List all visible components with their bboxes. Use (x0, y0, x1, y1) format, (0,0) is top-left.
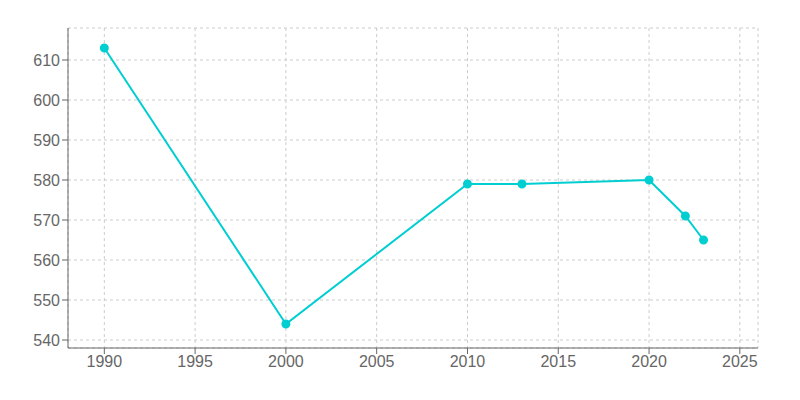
svg-text:560: 560 (33, 252, 60, 269)
svg-text:2000: 2000 (268, 353, 304, 370)
svg-text:2015: 2015 (540, 353, 576, 370)
svg-text:570: 570 (33, 212, 60, 229)
svg-text:550: 550 (33, 292, 60, 309)
svg-text:600: 600 (33, 92, 60, 109)
svg-text:2025: 2025 (722, 353, 758, 370)
svg-text:540: 540 (33, 332, 60, 349)
svg-text:1990: 1990 (87, 353, 123, 370)
svg-text:610: 610 (33, 52, 60, 69)
svg-text:590: 590 (33, 132, 60, 149)
svg-text:1995: 1995 (177, 353, 213, 370)
svg-text:2005: 2005 (359, 353, 395, 370)
svg-text:2020: 2020 (631, 353, 667, 370)
svg-text:2010: 2010 (450, 353, 486, 370)
svg-text:580: 580 (33, 172, 60, 189)
